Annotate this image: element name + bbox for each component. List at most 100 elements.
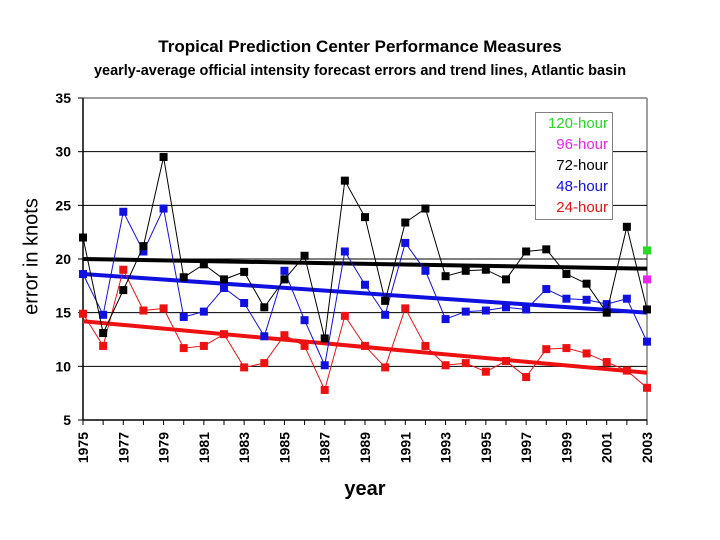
data-point-72-hour — [421, 204, 430, 213]
data-point-72-hour — [542, 245, 551, 254]
data-point-48-hour — [79, 270, 87, 279]
legend-entry-24-hour: 24-hour — [556, 199, 608, 216]
data-point-48-hour — [602, 300, 611, 309]
legend: 120-hour 96-hour 72-hour 48-hour 24-hour — [535, 112, 613, 220]
data-point-72-hour — [159, 153, 168, 162]
data-point-24-hour — [461, 359, 470, 368]
data-point-24-hour — [562, 344, 571, 353]
data-point-72-hour — [481, 265, 490, 274]
data-point-48-hour — [461, 307, 470, 316]
data-point-24-hour — [260, 359, 269, 368]
x-tick-label: 1987 — [317, 432, 333, 463]
legend-entry-96-hour: 96-hour — [556, 136, 608, 153]
data-point-72-hour — [240, 267, 249, 276]
x-tick-label: 1991 — [397, 432, 413, 463]
data-point-48-hour — [622, 294, 631, 303]
data-point-24-hour — [522, 373, 531, 382]
data-point-24-hour — [240, 363, 249, 372]
data-point-72-hour — [502, 275, 510, 284]
data-point-24-hour — [280, 331, 289, 340]
data-point-24-hour — [179, 344, 188, 353]
data-point-48-hour — [320, 361, 329, 370]
data-point-72-hour — [119, 286, 128, 295]
data-point-72-hour — [300, 251, 309, 260]
data-point-48-hour — [522, 305, 531, 314]
data-point-48-hour — [159, 204, 168, 213]
chart-title: Tropical Prediction Center Performance M… — [158, 37, 562, 56]
y-tick-label: 15 — [55, 305, 71, 321]
data-point-48-hour — [421, 266, 430, 275]
data-point-48-hour — [441, 315, 450, 324]
data-point-24-hour — [582, 349, 591, 358]
data-point-72-hour — [320, 334, 329, 343]
y-tick-label: 25 — [55, 197, 71, 213]
y-tick-label: 10 — [55, 358, 71, 374]
chart-subtitle: yearly-average official intensity foreca… — [93, 63, 627, 79]
data-point-48-hour — [240, 299, 249, 308]
data-point-72-hour — [441, 272, 450, 281]
data-point-24-hour — [643, 383, 651, 392]
data-point-24-hour — [602, 358, 611, 367]
data-point-48-hour — [99, 310, 108, 319]
data-point-72-hour — [139, 242, 148, 251]
data-point-48-hour — [340, 247, 349, 256]
data-point-72-hour — [401, 218, 410, 227]
data-point-24-hour — [139, 306, 148, 315]
data-point-48-hour — [260, 332, 269, 341]
data-point-24-hour — [381, 363, 390, 372]
y-tick-label: 35 — [55, 90, 71, 106]
data-point-72-hour — [361, 213, 369, 222]
data-point-24-hour — [159, 304, 168, 313]
data-point-24-hour — [542, 345, 551, 354]
x-tick-label: 1999 — [558, 432, 574, 463]
data-point-72-hour — [522, 247, 531, 256]
x-tick-label: 1985 — [276, 432, 292, 463]
data-point-48-hour — [280, 266, 289, 275]
data-point-72-hour — [381, 296, 390, 305]
data-point-24-hour — [502, 356, 510, 365]
data-point-48-hour — [220, 283, 228, 292]
data-point-48-hour — [542, 285, 551, 294]
data-point-24-hour — [421, 341, 430, 350]
x-tick-label: 1981 — [196, 432, 212, 463]
data-point-72-hour — [260, 303, 269, 312]
x-tick-label: 1995 — [478, 432, 494, 463]
data-point-72-hour — [562, 270, 571, 279]
data-point-48-hour — [361, 280, 369, 289]
data-point-72-hour — [79, 233, 87, 242]
data-point-48-hour — [139, 247, 148, 256]
trend-line-48-hour — [82, 272, 648, 315]
data-point-24-hour — [320, 385, 329, 394]
data-point-48-hour — [300, 316, 309, 325]
data-point-24-hour — [401, 304, 410, 313]
data-point-24-hour — [199, 341, 208, 350]
x-tick-label: 1979 — [156, 432, 172, 463]
data-point-72-hour — [643, 305, 651, 314]
data-point-48-hour — [199, 307, 208, 316]
data-point-48-hour — [401, 238, 410, 247]
y-axis-label: error in knots — [20, 198, 43, 315]
data-point-48-hour — [119, 207, 128, 216]
data-point-72-hour — [99, 329, 108, 338]
data-point-72-hour — [199, 260, 208, 269]
data-point-72-hour — [582, 279, 591, 288]
data-point-120-hour — [643, 246, 651, 255]
data-point-24-hour — [119, 265, 128, 274]
y-tick-label: 5 — [63, 412, 71, 428]
data-point-24-hour — [340, 311, 349, 320]
x-tick-label: 2001 — [599, 432, 615, 463]
data-point-72-hour — [461, 266, 470, 275]
data-point-24-hour — [99, 341, 108, 350]
legend-entry-120-hour: 120-hour — [547, 115, 608, 132]
x-tick-label: 1977 — [115, 432, 131, 463]
y-tick-label: 30 — [55, 144, 71, 160]
data-point-48-hour — [562, 294, 571, 303]
data-point-24-hour — [300, 341, 309, 350]
trend-line-72-hour — [82, 257, 648, 271]
data-point-72-hour — [220, 275, 228, 284]
data-point-48-hour — [179, 312, 188, 321]
y-tick-label: 20 — [55, 251, 71, 267]
data-point-72-hour — [179, 273, 188, 282]
data-point-48-hour — [381, 310, 390, 319]
